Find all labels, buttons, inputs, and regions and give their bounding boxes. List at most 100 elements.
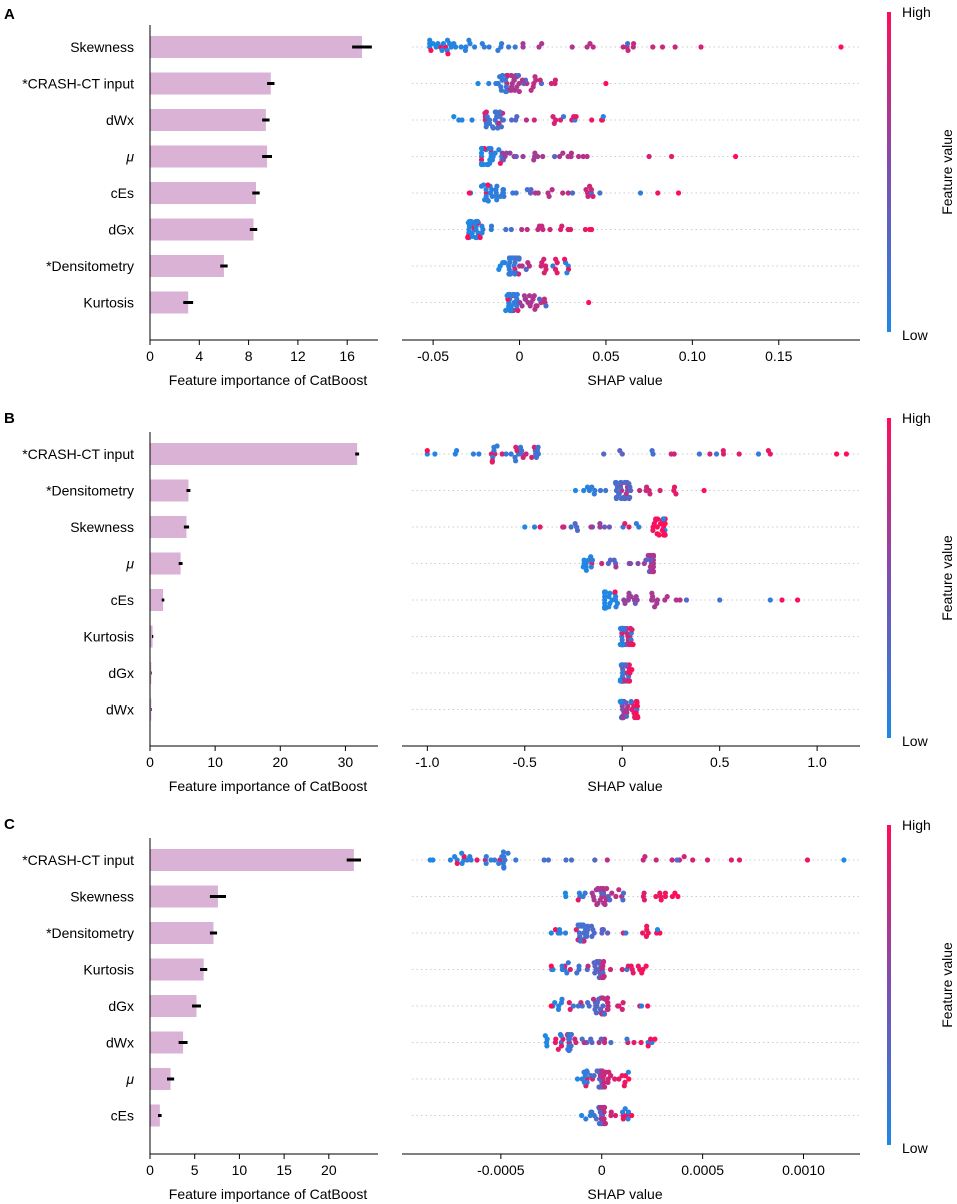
shap-point xyxy=(620,890,627,896)
shap-tick-label: 0.10 xyxy=(679,348,706,364)
colorbar-title: Feature value xyxy=(939,942,955,1028)
shap-point xyxy=(613,495,620,502)
shap-point xyxy=(508,451,514,457)
panel-letter: C xyxy=(4,816,15,833)
shap-point xyxy=(507,150,513,156)
shap-point xyxy=(574,970,580,976)
shap-point xyxy=(603,605,609,611)
shap-point xyxy=(489,459,495,465)
shap-point xyxy=(505,850,511,856)
shap-point xyxy=(669,857,675,863)
shap-point xyxy=(513,857,519,863)
shap-point xyxy=(519,303,525,309)
shap-point xyxy=(643,487,649,494)
shap-point xyxy=(581,1079,588,1085)
shap-point xyxy=(602,901,608,908)
shap-point xyxy=(584,1068,590,1074)
shap-point xyxy=(481,182,487,188)
shap-point xyxy=(506,263,512,269)
shap-point xyxy=(675,893,681,900)
shap-point xyxy=(681,854,687,860)
shap-point xyxy=(492,109,498,115)
shap-point xyxy=(583,187,589,193)
shap-point xyxy=(514,114,520,120)
feature-label: Kurtosis xyxy=(83,629,134,645)
shap-point xyxy=(533,454,540,460)
shap-point xyxy=(557,153,563,160)
shap-point xyxy=(569,190,576,196)
shap-point xyxy=(544,1043,550,1049)
shap-point xyxy=(677,597,683,603)
importance-bar xyxy=(150,145,268,168)
shap-point xyxy=(590,193,596,199)
shap-point xyxy=(546,193,552,199)
shap-point xyxy=(506,255,512,261)
importance-bar xyxy=(150,698,152,721)
shap-point xyxy=(690,857,696,863)
importance-bar xyxy=(150,218,254,241)
feature-label: *CRASH-CT input xyxy=(22,446,134,462)
shap-point xyxy=(566,1000,572,1006)
shap-point xyxy=(620,1000,626,1006)
shap-point xyxy=(649,590,655,596)
shap-point xyxy=(606,1069,612,1075)
importance-bar xyxy=(150,1031,184,1054)
shap-point xyxy=(671,484,678,490)
shap-point xyxy=(707,451,713,457)
shap-point xyxy=(602,1120,609,1127)
shap-point xyxy=(607,557,614,563)
shap-point xyxy=(485,198,491,204)
shap-point xyxy=(631,41,637,47)
shap-point xyxy=(459,860,465,867)
feature-label: dGx xyxy=(108,222,134,238)
shap-point xyxy=(642,854,648,860)
shap-point xyxy=(625,963,631,969)
shap-point xyxy=(479,41,485,47)
shap-point xyxy=(581,557,587,563)
shap-point xyxy=(574,527,581,534)
shap-point xyxy=(585,963,591,969)
shap-point xyxy=(516,271,522,277)
shap-point xyxy=(568,857,575,863)
shap-point xyxy=(597,521,603,527)
shap-point xyxy=(767,597,773,603)
shap-point xyxy=(589,117,595,123)
importance-bar xyxy=(150,182,256,204)
shap-point xyxy=(701,487,707,494)
importance-bar xyxy=(150,958,204,981)
shap-point xyxy=(501,865,507,871)
shap-point xyxy=(653,516,659,522)
shap-point xyxy=(562,256,568,262)
shap-point xyxy=(622,662,629,668)
shap-point xyxy=(503,307,509,314)
shap-point xyxy=(483,854,489,860)
importance-tick-label: 5 xyxy=(191,1162,199,1178)
shap-point xyxy=(531,117,537,123)
shap-point xyxy=(653,857,659,863)
shap-point xyxy=(713,451,720,457)
shap-point xyxy=(561,524,567,530)
shap-point xyxy=(466,190,472,196)
shap-axis-title: SHAP value xyxy=(587,372,662,388)
shap-point xyxy=(473,218,479,225)
shap-point xyxy=(728,857,735,863)
shap-point xyxy=(486,80,492,87)
shap-point xyxy=(649,448,655,454)
importance-tick-label: 0 xyxy=(146,754,154,770)
shap-point xyxy=(478,145,485,152)
shap-point xyxy=(646,153,652,160)
importance-tick-label: 4 xyxy=(195,348,203,364)
shap-point xyxy=(488,857,494,863)
shap-point xyxy=(447,857,453,863)
shap-point xyxy=(550,114,556,120)
shap-point xyxy=(513,190,519,196)
shap-point xyxy=(613,564,619,570)
shap-point xyxy=(470,451,476,457)
shap-point xyxy=(657,487,663,494)
shap-point xyxy=(619,1073,625,1079)
shap-point xyxy=(507,271,513,277)
shap-point xyxy=(669,153,675,160)
shap-point xyxy=(547,226,553,233)
importance-bar xyxy=(150,109,266,131)
shap-point xyxy=(576,963,582,969)
